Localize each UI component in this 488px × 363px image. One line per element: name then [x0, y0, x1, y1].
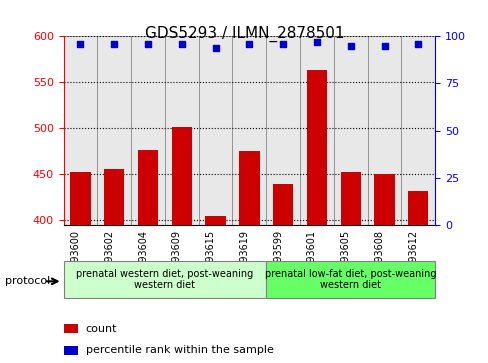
Text: percentile rank within the sample: percentile rank within the sample	[86, 345, 273, 355]
FancyBboxPatch shape	[131, 36, 164, 225]
FancyBboxPatch shape	[232, 36, 266, 225]
Text: count: count	[86, 323, 117, 334]
FancyBboxPatch shape	[63, 36, 97, 225]
FancyBboxPatch shape	[266, 36, 300, 225]
FancyBboxPatch shape	[401, 36, 434, 225]
FancyBboxPatch shape	[333, 36, 367, 225]
Point	[346, 43, 354, 49]
Point	[312, 39, 320, 45]
Text: prenatal low-fat diet, post-weaning
western diet: prenatal low-fat diet, post-weaning west…	[264, 269, 436, 290]
FancyBboxPatch shape	[97, 36, 131, 225]
FancyBboxPatch shape	[164, 36, 198, 225]
Bar	[104, 169, 124, 225]
FancyBboxPatch shape	[300, 36, 333, 225]
Text: protocol: protocol	[5, 276, 50, 286]
Point	[380, 43, 387, 49]
Bar	[70, 172, 90, 225]
Point	[211, 45, 219, 50]
Point	[178, 41, 185, 47]
FancyBboxPatch shape	[266, 261, 434, 298]
Point	[413, 41, 421, 47]
Point	[279, 41, 286, 47]
FancyBboxPatch shape	[367, 36, 401, 225]
Point	[110, 41, 118, 47]
Bar	[272, 184, 293, 225]
Bar	[374, 174, 394, 225]
Text: GDS5293 / ILMN_2878501: GDS5293 / ILMN_2878501	[144, 25, 344, 42]
Point	[245, 41, 253, 47]
FancyBboxPatch shape	[198, 36, 232, 225]
FancyBboxPatch shape	[63, 261, 266, 298]
Bar	[138, 150, 158, 225]
Point	[77, 41, 84, 47]
Bar	[63, 324, 78, 333]
Bar	[239, 151, 259, 225]
Bar	[407, 191, 427, 225]
Bar	[306, 70, 326, 225]
Bar	[171, 127, 192, 225]
Bar	[63, 346, 78, 355]
Bar	[205, 216, 225, 225]
Bar	[340, 172, 360, 225]
Point	[144, 41, 152, 47]
Text: prenatal western diet, post-weaning
western diet: prenatal western diet, post-weaning west…	[76, 269, 253, 290]
